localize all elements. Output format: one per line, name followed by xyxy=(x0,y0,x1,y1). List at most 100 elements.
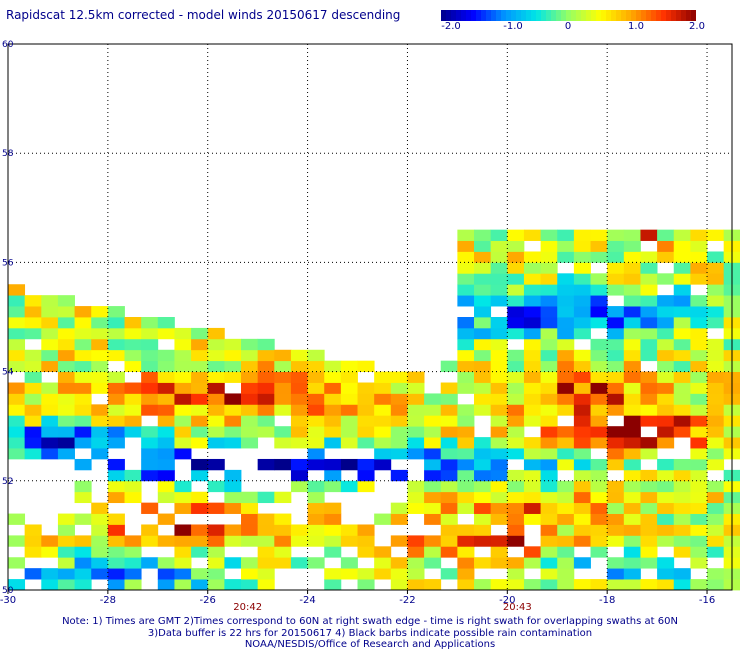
wind-cell xyxy=(457,327,475,340)
wind-cell xyxy=(523,327,541,340)
colorbar-swatch xyxy=(541,10,547,21)
wind-cell xyxy=(74,557,92,569)
wind-cell xyxy=(540,284,558,296)
wind-cell xyxy=(374,437,392,449)
wind-cell xyxy=(507,295,525,307)
wind-cell xyxy=(41,579,59,591)
wind-cell xyxy=(74,393,92,405)
colorbar-swatch xyxy=(606,10,612,21)
colorbar-swatch xyxy=(681,10,687,21)
wind-cell xyxy=(241,404,259,416)
wind-cell xyxy=(390,426,408,438)
wind-cell xyxy=(207,458,225,471)
wind-cell xyxy=(457,415,475,427)
wind-cell xyxy=(324,568,342,580)
colorbar-swatch xyxy=(661,10,667,21)
wind-cell xyxy=(707,371,725,383)
wind-cell xyxy=(107,338,125,351)
wind-cell xyxy=(124,469,142,482)
wind-cell xyxy=(490,535,508,547)
wind-cell xyxy=(107,382,125,394)
wind-cell xyxy=(673,262,691,274)
wind-cell xyxy=(174,393,192,405)
wind-cell xyxy=(673,579,691,591)
wind-cell xyxy=(474,229,492,241)
wind-cell xyxy=(440,513,458,525)
wind-cell xyxy=(573,491,591,504)
wind-cell xyxy=(57,393,75,405)
wind-cell xyxy=(91,448,109,460)
colorbar-swatch xyxy=(461,10,467,21)
wind-cell xyxy=(657,535,675,547)
colorbar-tick: -1.0 xyxy=(503,21,523,32)
wind-cell xyxy=(523,458,541,471)
wind-cell xyxy=(690,426,708,438)
wind-cell xyxy=(623,568,641,580)
wind-cell xyxy=(207,568,225,580)
wind-cell xyxy=(623,338,641,351)
wind-cell xyxy=(657,240,675,252)
wind-cell xyxy=(457,251,475,263)
wind-cell xyxy=(124,327,142,340)
wind-cell xyxy=(191,535,209,547)
colorbar-swatch xyxy=(621,10,627,21)
wind-cell xyxy=(440,469,458,482)
wind-cell xyxy=(557,426,575,438)
wind-cell xyxy=(640,273,658,285)
wind-cell xyxy=(91,360,109,372)
wind-cell xyxy=(157,382,175,394)
colorbar-swatch xyxy=(511,10,517,21)
wind-cell xyxy=(640,338,658,351)
wind-cell xyxy=(507,317,525,329)
wind-cell xyxy=(424,535,442,547)
wind-cell xyxy=(107,317,125,329)
wind-cell xyxy=(474,306,492,318)
wind-cell xyxy=(540,317,558,329)
wind-cell xyxy=(673,371,691,383)
wind-cell xyxy=(107,524,125,536)
wind-cell xyxy=(357,535,375,547)
wind-cell xyxy=(74,546,92,558)
wind-cell xyxy=(474,404,492,416)
wind-cell xyxy=(241,535,259,547)
wind-cell xyxy=(141,524,159,536)
wind-cell xyxy=(474,295,492,307)
wind-cell xyxy=(673,317,691,329)
wind-cell xyxy=(157,371,175,383)
wind-cell xyxy=(457,491,475,504)
wind-cell xyxy=(640,502,658,514)
wind-cell xyxy=(290,437,308,449)
wind-cell xyxy=(107,415,125,427)
wind-cell xyxy=(290,426,308,438)
wind-cell xyxy=(607,273,625,285)
wind-cell xyxy=(573,284,591,296)
wind-cell xyxy=(507,251,525,263)
wind-cell xyxy=(474,535,492,547)
colorbar-swatch xyxy=(556,10,562,21)
colorbar-swatch xyxy=(516,10,522,21)
wind-cell xyxy=(557,448,575,460)
colorbar-tick: 2.0 xyxy=(689,21,705,32)
wind-cell xyxy=(374,371,392,383)
wind-cell xyxy=(607,491,625,504)
wind-cell xyxy=(407,437,425,449)
wind-cell xyxy=(124,535,142,547)
wind-cell xyxy=(124,393,142,405)
wind-cell xyxy=(324,382,342,394)
wind-cell xyxy=(24,327,42,340)
wind-cell xyxy=(274,458,292,471)
wind-cell xyxy=(573,262,591,274)
wind-cell xyxy=(657,338,675,351)
wind-cell xyxy=(290,480,308,493)
wind-cell xyxy=(41,568,59,580)
wind-cell xyxy=(207,502,225,514)
wind-cell xyxy=(307,458,325,471)
wind-cell xyxy=(74,338,92,351)
wind-cell xyxy=(340,426,358,438)
wind-cell xyxy=(390,437,408,449)
wind-cell xyxy=(457,469,475,482)
wind-cell xyxy=(241,382,259,394)
colorbar-swatch xyxy=(686,10,692,21)
wind-cell xyxy=(490,349,508,362)
wind-cell xyxy=(407,535,425,547)
